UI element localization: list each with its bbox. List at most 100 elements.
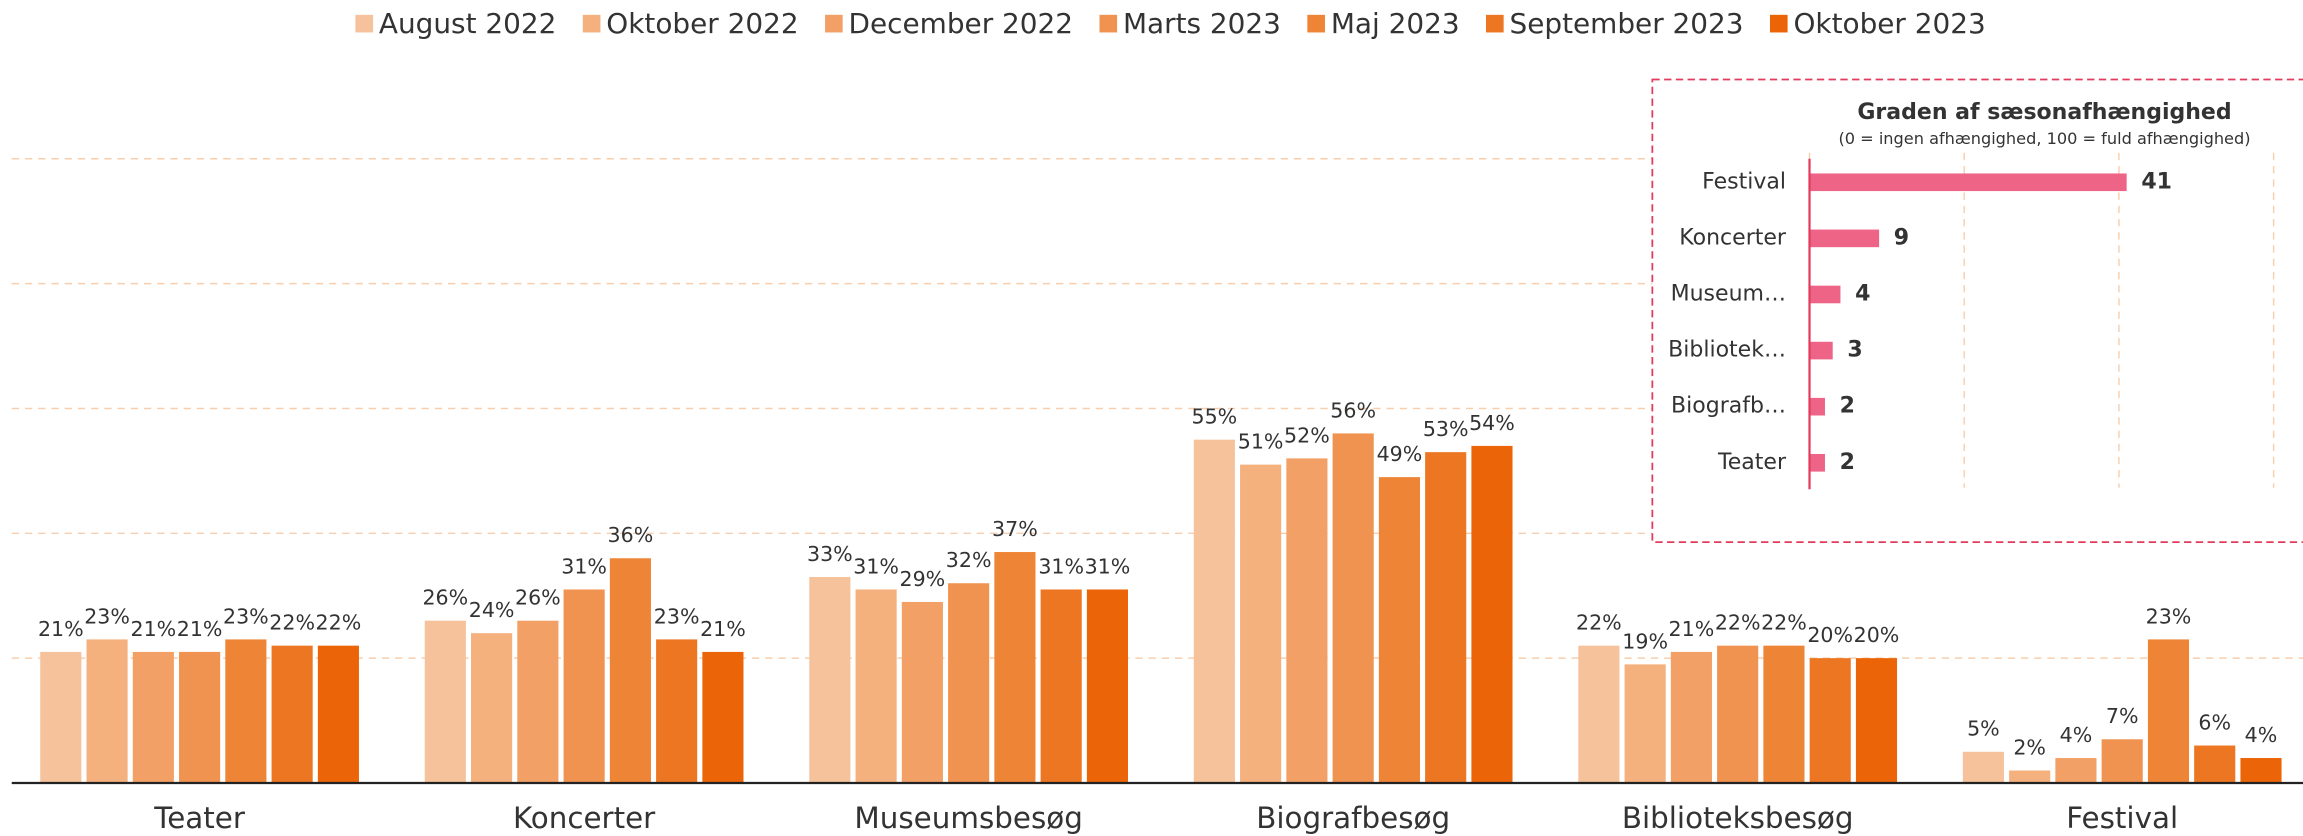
- value-label: 33%: [807, 542, 853, 566]
- bar: [1040, 589, 1082, 783]
- bar: [1332, 433, 1374, 783]
- x-tick-label: Museumsbesøg: [854, 801, 1082, 835]
- value-label: 23%: [2146, 604, 2192, 628]
- value-label: 31%: [1038, 554, 1084, 578]
- value-label: 55%: [1192, 405, 1238, 429]
- bar: [1809, 229, 1880, 248]
- legend-swatch: [1486, 14, 1504, 33]
- value-label: 21%: [1669, 617, 1715, 641]
- value-label: 37%: [992, 517, 1038, 541]
- inset-title: Graden af sæsonafhængighed: [1857, 100, 2231, 125]
- bar: [1286, 458, 1328, 783]
- value-label: 20%: [1854, 623, 1900, 647]
- value-label: 53%: [1423, 417, 1469, 441]
- bar: [563, 589, 605, 783]
- bar: [271, 645, 313, 783]
- bar: [2055, 758, 2097, 783]
- value-label: 4%: [2245, 723, 2278, 747]
- bar: [702, 651, 744, 783]
- bar: [809, 576, 851, 783]
- bar: [1809, 285, 1841, 304]
- value-label: 22%: [1715, 611, 1761, 635]
- value-label: 2: [1840, 450, 1855, 475]
- y-tick-label: Koncerter: [1679, 225, 1787, 250]
- legend-label: September 2023: [1510, 7, 1744, 40]
- bar: [179, 651, 221, 783]
- value-label: 3: [1847, 338, 1862, 363]
- value-label: 7%: [2106, 704, 2139, 728]
- value-label: 54%: [1469, 411, 1515, 435]
- value-label: 26%: [515, 586, 561, 610]
- value-label: 23%: [654, 604, 700, 628]
- bar: [1809, 397, 1825, 416]
- bar: [656, 639, 698, 783]
- bar: [517, 620, 559, 783]
- legend-swatch: [582, 14, 601, 33]
- value-label: 2: [1840, 394, 1855, 419]
- value-label: 20%: [1807, 623, 1853, 647]
- bar: [1378, 477, 1420, 783]
- bar: [1809, 173, 2127, 192]
- bar: [855, 589, 897, 783]
- y-tick-label: Bibliotek…: [1668, 338, 1786, 363]
- value-label: 9: [1894, 225, 1909, 250]
- value-label: 29%: [900, 567, 946, 591]
- legend-swatch: [1099, 14, 1118, 33]
- bar: [1193, 439, 1235, 783]
- y-tick-label: Festival: [1702, 169, 1786, 194]
- value-label: 31%: [853, 554, 899, 578]
- value-label: 2%: [2013, 735, 2046, 759]
- bar: [609, 558, 651, 783]
- value-label: 26%: [422, 586, 468, 610]
- bar: [1855, 658, 1898, 783]
- value-label: 52%: [1284, 423, 1330, 447]
- bar: [424, 620, 466, 783]
- x-tick-label: Teater: [153, 801, 246, 835]
- bar: [2009, 770, 2051, 783]
- value-label: 4: [1855, 281, 1870, 306]
- bar: [1086, 589, 1128, 783]
- bar: [901, 601, 943, 783]
- legend-label: Marts 2023: [1123, 7, 1281, 40]
- value-label: 36%: [608, 523, 654, 547]
- value-label: 56%: [1330, 398, 1376, 422]
- legend-label: August 2022: [379, 7, 556, 40]
- bar: [1809, 341, 1833, 360]
- bar: [1425, 452, 1467, 783]
- x-tick-label: Koncerter: [513, 801, 656, 835]
- bar: [1717, 645, 1759, 783]
- legend-label: December 2022: [849, 7, 1073, 40]
- bar: [1809, 453, 1825, 472]
- inset-box: [1651, 78, 2303, 543]
- legend-swatch: [1769, 14, 1788, 33]
- bar: [2240, 758, 2282, 783]
- value-label: 22%: [316, 611, 362, 635]
- legend-label: Oktober 2023: [1793, 7, 1985, 40]
- value-label: 22%: [1761, 611, 1807, 635]
- value-label: 6%: [2198, 711, 2231, 735]
- value-label: 22%: [269, 611, 315, 635]
- bar: [1624, 664, 1666, 783]
- bar: [1809, 658, 1851, 783]
- value-label: 24%: [469, 598, 515, 622]
- legend-swatch: [1307, 14, 1325, 33]
- value-label: 41: [2141, 169, 2172, 194]
- bar: [1763, 645, 1805, 783]
- bar: [132, 651, 174, 783]
- value-label: 5%: [1967, 717, 2000, 741]
- bar: [2147, 639, 2190, 783]
- bar: [1578, 645, 1620, 783]
- y-tick-label: Teater: [1717, 450, 1787, 475]
- bar: [225, 639, 267, 783]
- value-label: 23%: [223, 604, 269, 628]
- value-label: 49%: [1377, 442, 1423, 466]
- bar: [1471, 445, 1513, 783]
- bar: [1240, 464, 1282, 783]
- value-label: 4%: [2060, 723, 2093, 747]
- bar: [1670, 651, 1712, 783]
- bar: [1962, 751, 2004, 783]
- value-label: 32%: [946, 548, 992, 572]
- legend-label: Maj 2023: [1331, 7, 1460, 40]
- bar: [40, 651, 82, 783]
